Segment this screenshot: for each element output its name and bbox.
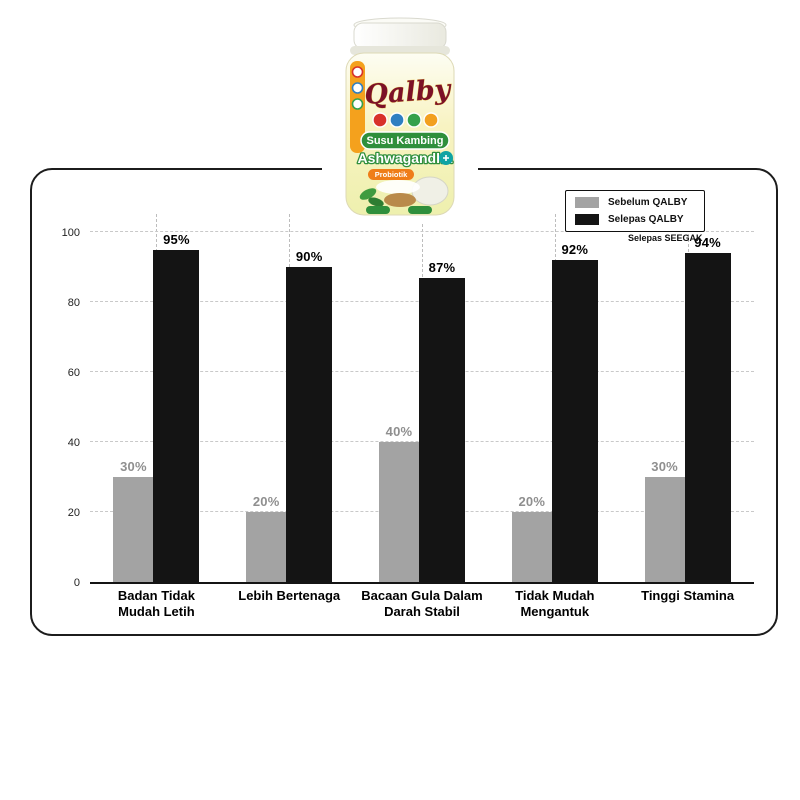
legend-item-before: Sebelum QALBY bbox=[575, 197, 695, 208]
bar-value-label: 20% bbox=[252, 494, 280, 509]
legend-swatch-before bbox=[575, 197, 599, 208]
bar-groups: 30% 95% 20% 90% 40% 87% 20% 92% 30% 94% bbox=[90, 214, 754, 582]
bar-column: 90% bbox=[286, 249, 333, 582]
legend-item-after: Selepas QALBY bbox=[575, 214, 695, 225]
bar-column: 92% bbox=[551, 242, 598, 582]
seal-icon bbox=[406, 112, 422, 128]
product-jar-illustration: Qalby Susu Kambing Ashwagandha Probiotik bbox=[345, 17, 455, 216]
y-axis-tick: 80 bbox=[67, 297, 80, 309]
bar-before bbox=[378, 442, 419, 582]
seal-icon bbox=[389, 112, 405, 128]
bar-value-label: 92% bbox=[561, 242, 589, 257]
leaf-icon bbox=[359, 188, 377, 200]
bar-before bbox=[511, 512, 552, 582]
badge-pill bbox=[368, 169, 414, 180]
bar-value-label: 40% bbox=[385, 424, 413, 439]
ribbon-badge-icon bbox=[351, 82, 364, 94]
bar-column: 95% bbox=[153, 231, 200, 582]
legend-note: Selepas SEEGAK bbox=[628, 233, 703, 243]
plot-wrap: 30% 95% 20% 90% 40% 87% 20% 92% 30% 94% 0 20 40 60 80… bbox=[62, 214, 754, 589]
bar-column: 20% bbox=[246, 494, 287, 582]
bar-column: 94% bbox=[684, 235, 731, 582]
goat-illustration bbox=[411, 176, 449, 206]
category-label: Tinggi Stamina bbox=[641, 588, 735, 603]
y-axis-tick: 20 bbox=[67, 507, 80, 519]
bar-group: 30% 95% bbox=[90, 214, 223, 582]
bar-group: 20% 92% bbox=[488, 214, 621, 582]
ribbon-badge-icon bbox=[351, 98, 364, 110]
brand-text: Qalby bbox=[364, 74, 454, 111]
milk-splash bbox=[376, 180, 420, 194]
title-banner bbox=[360, 131, 450, 150]
bar-group: 40% 87% bbox=[356, 214, 489, 582]
bar-column: 30% bbox=[113, 459, 154, 582]
bar-value-label: 87% bbox=[428, 259, 456, 275]
bar-before bbox=[644, 477, 685, 582]
y-axis-tick: 60 bbox=[67, 367, 80, 379]
seal-icon bbox=[423, 112, 439, 128]
bar-value-label: 90% bbox=[295, 249, 323, 264]
seal-icon bbox=[372, 112, 388, 128]
footer-pill bbox=[366, 206, 390, 214]
bar-value-label: 30% bbox=[120, 459, 147, 474]
legend-label-before: Sebelum QALBY bbox=[608, 197, 688, 208]
plus-icon bbox=[443, 155, 449, 161]
product-title-line2: Ashwagandha bbox=[358, 150, 453, 166]
bar-value-label: 95% bbox=[163, 231, 190, 247]
y-axis-tick: 40 bbox=[67, 437, 80, 449]
herb-roots bbox=[384, 193, 416, 207]
category-label: Badan Tidak Mudah Letih bbox=[117, 588, 195, 619]
y-axis-tick: 0 bbox=[73, 577, 80, 589]
chart-legend: Sebelum QALBY Selepas QALBY bbox=[565, 190, 705, 232]
legend-swatch-after bbox=[575, 214, 599, 225]
bar-after bbox=[418, 277, 465, 582]
category-label: Bacaan Gula Dalam Darah Stabil bbox=[361, 588, 483, 619]
h-gridline bbox=[90, 231, 754, 232]
legend-label-after: Selepas QALBY bbox=[608, 214, 684, 225]
category-labels: Badan Tidak Mudah Letih Lebih Bertenaga Ba… bbox=[90, 588, 754, 619]
badge-pill-label: Probiotik bbox=[375, 170, 408, 179]
bar-column: 40% bbox=[378, 424, 419, 582]
bar-after bbox=[286, 267, 333, 582]
bar-value-label: 94% bbox=[694, 235, 721, 250]
bar-value-label: 20% bbox=[518, 494, 546, 509]
bar-after bbox=[551, 260, 598, 582]
category-label: Tidak Mudah Mengantuk bbox=[515, 588, 595, 619]
bar-column: 87% bbox=[418, 259, 465, 582]
product-title-line1: Susu Kambing bbox=[366, 135, 443, 147]
leaf-icon bbox=[368, 197, 384, 207]
chart-card: Sebelum QALBY Selepas QALBY Selepas SEEG… bbox=[30, 168, 778, 636]
bar-column: 20% bbox=[511, 494, 552, 582]
bar-column: 30% bbox=[644, 459, 685, 582]
bar-after bbox=[684, 253, 731, 582]
bar-group: 30% 94% bbox=[621, 214, 754, 582]
bar-group: 20% 90% bbox=[223, 214, 356, 582]
plot-area: 30% 95% 20% 90% 40% 87% 20% 92% 30% 94% 0 20 40 60 80… bbox=[62, 214, 754, 589]
bar-after bbox=[153, 249, 200, 582]
bar-before bbox=[113, 477, 154, 582]
jar-lid bbox=[353, 22, 447, 50]
ribbon-badge-icon bbox=[351, 66, 364, 78]
bar-before bbox=[246, 512, 287, 582]
category-label: Lebih Bertenaga bbox=[238, 588, 341, 603]
product-image: Qalby Susu Kambing Ashwagandha Probiotik bbox=[322, 8, 478, 222]
bar-value-label: 30% bbox=[651, 459, 678, 474]
y-axis-tick: 100 bbox=[61, 227, 80, 239]
footer-pill bbox=[408, 206, 432, 214]
